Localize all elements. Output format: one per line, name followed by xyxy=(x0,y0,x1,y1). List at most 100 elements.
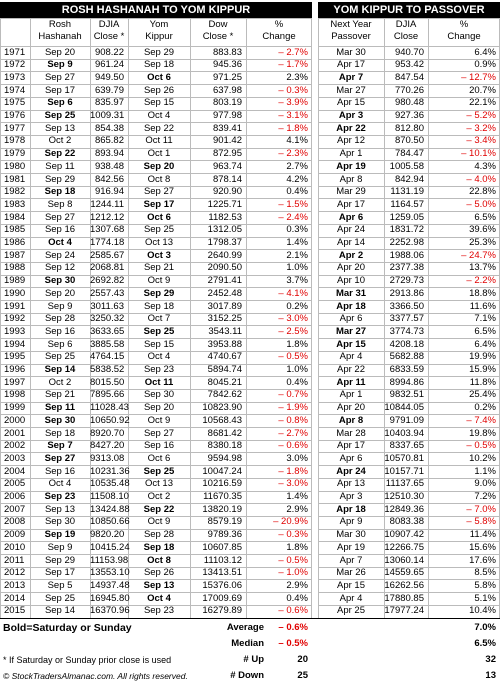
cell: 847.54 xyxy=(394,71,424,83)
row-line xyxy=(318,71,500,73)
cell: Sep 23 xyxy=(44,491,76,502)
row-line xyxy=(0,223,312,225)
row-line xyxy=(318,376,500,378)
cell: – 0.8% xyxy=(278,414,308,426)
cell: – 20.9% xyxy=(273,516,308,528)
cell: 883.83 xyxy=(212,46,242,58)
cell: 25.4% xyxy=(469,389,496,401)
cell: 872.95 xyxy=(212,148,242,160)
cell: Apr 15 xyxy=(336,338,366,350)
column-header: Passover xyxy=(331,31,371,42)
row-line xyxy=(318,261,500,263)
cell: 1212.12 xyxy=(90,211,125,223)
row-line xyxy=(318,541,500,543)
cell: – 0.5% xyxy=(466,440,496,452)
cell: 8045.21 xyxy=(207,376,242,388)
cell: Apr 13 xyxy=(337,478,365,490)
cell: 25.3% xyxy=(469,237,496,248)
cell: – 0.3% xyxy=(278,529,308,541)
row-line xyxy=(318,300,500,301)
cell: 10568.43 xyxy=(202,414,242,426)
cell: 4764.15 xyxy=(90,351,125,363)
cell: 3543.11 xyxy=(208,325,242,337)
cell: Sep 11 xyxy=(45,160,75,172)
cell: – 3.9% xyxy=(278,97,308,109)
cell: Sep 14 xyxy=(44,605,76,617)
cell: 5.8% xyxy=(474,579,496,591)
cell: 10570.81 xyxy=(384,452,424,464)
cell: Sep 18 xyxy=(44,186,76,198)
row-line xyxy=(318,350,500,352)
year: 1977 xyxy=(4,122,26,134)
cell: 13820.19 xyxy=(202,503,242,515)
cell: 4740.67 xyxy=(207,351,242,363)
year: 1985 xyxy=(4,224,26,236)
row-line xyxy=(0,211,312,213)
cell: Sep 7 xyxy=(47,440,73,452)
cell: 961.24 xyxy=(94,59,124,71)
row-line xyxy=(0,58,312,60)
cell: Apr 9 xyxy=(339,516,363,528)
cell: – 1.9% xyxy=(278,402,308,414)
row-line xyxy=(0,490,312,492)
cell: Apr 24 xyxy=(336,465,366,477)
stat-label: # Up xyxy=(243,653,264,665)
cell: Oct 13 xyxy=(145,237,173,248)
cell: 5838.52 xyxy=(90,364,125,375)
cell: Sep 19 xyxy=(44,529,76,541)
cell: 8380.18 xyxy=(207,440,242,452)
cell: 2377.38 xyxy=(389,262,424,274)
cell: 9789.36 xyxy=(207,529,242,541)
cell: 11.6% xyxy=(469,300,496,312)
cell: 8015.50 xyxy=(90,376,125,388)
stat-value: 6.5% xyxy=(474,637,496,649)
cell: Oct 4 xyxy=(48,478,72,490)
row-line xyxy=(318,363,500,365)
row-line xyxy=(318,211,500,213)
cell: Oct 7 xyxy=(147,313,171,325)
row-line xyxy=(0,274,312,276)
cell: Apr 25 xyxy=(337,605,365,617)
cell: 3885.58 xyxy=(90,338,125,350)
cell: 13424.88 xyxy=(90,503,130,515)
cell: 3366.50 xyxy=(389,300,424,312)
cell: Sep 22 xyxy=(143,503,175,515)
cell: 1307.68 xyxy=(90,224,125,236)
cell: Oct 9 xyxy=(147,516,171,528)
year: 2005 xyxy=(4,478,26,490)
cell: 10231.36 xyxy=(90,465,130,477)
cell: 870.50 xyxy=(394,135,424,147)
row-line xyxy=(0,477,312,479)
cell: 839.41 xyxy=(212,122,242,134)
cell: Sep 12 xyxy=(44,262,76,274)
year: 2002 xyxy=(4,440,26,452)
cell: 7.2% xyxy=(474,491,496,502)
cell: 5.1% xyxy=(474,592,496,604)
row-line xyxy=(318,249,500,251)
row-line xyxy=(318,338,500,340)
column-line xyxy=(311,18,312,618)
row-line xyxy=(318,185,500,187)
cell: 3774.73 xyxy=(389,325,424,337)
cell: 13060.14 xyxy=(384,554,424,566)
cell: 9313.08 xyxy=(90,452,125,464)
cell: 3152.25 xyxy=(207,313,242,325)
cell: 13553.10 xyxy=(90,567,130,579)
cell: 3250.32 xyxy=(90,313,125,325)
year: 2007 xyxy=(4,503,26,515)
cell: 6.5% xyxy=(474,325,496,337)
column-header: Yom xyxy=(149,19,169,30)
cell: 980.48 xyxy=(394,97,424,109)
cell: Sep 22 xyxy=(143,122,175,134)
cell: Sep 16 xyxy=(143,440,175,452)
cell: Apr 3 xyxy=(339,491,363,502)
cell: 6833.59 xyxy=(389,364,424,375)
cell: Sep 18 xyxy=(143,541,175,553)
cell: Apr 11 xyxy=(336,376,366,388)
row-line xyxy=(0,388,312,390)
cell: Apr 22 xyxy=(337,364,365,375)
cell: 6.4% xyxy=(474,338,496,350)
cell: Sep 29 xyxy=(44,173,76,185)
column-header: Close * xyxy=(93,31,125,42)
